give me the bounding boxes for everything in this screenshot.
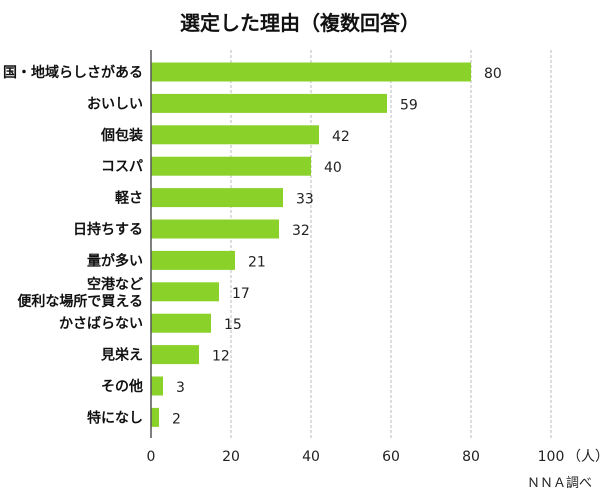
bar <box>151 62 471 82</box>
category-label-line: 国・地域らしさがある <box>3 64 143 81</box>
bar-value-label: 33 <box>296 192 314 208</box>
category-label: かさばらない <box>59 316 143 332</box>
category-label-line: 空港など <box>87 276 143 293</box>
bar-value-label: 80 <box>484 66 502 82</box>
category-label: 国・地域らしさがある <box>3 64 143 81</box>
bar <box>151 188 283 208</box>
category-label: 軽さ <box>115 190 143 207</box>
category-label-line: その他 <box>101 378 143 395</box>
bar <box>151 282 219 302</box>
bar <box>151 407 159 427</box>
bar-value-label: 12 <box>212 349 230 365</box>
category-label: 空港など便利な場所で買える <box>17 276 143 310</box>
category-label-line: 特になし <box>87 409 143 426</box>
bar <box>151 345 199 365</box>
bar-value-label: 59 <box>400 97 418 113</box>
bar <box>151 376 163 396</box>
x-tick-label: 100 <box>538 449 565 465</box>
x-tick-label: 20 <box>222 449 240 465</box>
bar-value-label: 40 <box>324 160 342 176</box>
bar-value-label: 17 <box>232 286 250 302</box>
chart-title: 選定した理由（複数回答） <box>180 11 420 35</box>
category-label-line: コスパ <box>101 159 143 175</box>
category-label-line: 見栄え <box>100 347 143 364</box>
x-unit-label: （人） <box>567 449 600 465</box>
category-label: 特になし <box>87 409 143 426</box>
bar <box>151 156 311 176</box>
bar <box>151 125 319 145</box>
category-label-line: 軽さ <box>115 190 143 207</box>
category-label-line: おいしい <box>87 96 143 112</box>
category-label: 見栄え <box>100 347 143 364</box>
category-label: コスパ <box>101 159 143 175</box>
x-tick-label: 0 <box>147 449 156 465</box>
bar-value-label: 15 <box>224 317 242 333</box>
bar-value-label: 2 <box>172 411 181 427</box>
bar-value-label: 3 <box>176 380 185 396</box>
category-label-line: 個包装 <box>100 127 144 144</box>
category-label: 個包装 <box>100 127 144 144</box>
category-label: 日持ちする <box>73 221 143 238</box>
category-label-line: 量が多い <box>87 252 143 269</box>
category-label-line: 日持ちする <box>73 221 143 238</box>
bar <box>151 93 387 113</box>
category-label: 量が多い <box>87 252 143 269</box>
x-tick-label: 60 <box>382 449 400 465</box>
category-label-line: 便利な場所で買える <box>17 293 143 310</box>
bar-value-label: 32 <box>292 223 310 239</box>
category-label: その他 <box>101 378 143 395</box>
bar <box>151 250 235 270</box>
bar <box>151 313 211 333</box>
x-tick-label: 40 <box>302 449 320 465</box>
source-note: ＮＮＡ調べ <box>527 476 592 491</box>
bar <box>151 219 279 239</box>
bar-value-label: 21 <box>248 254 266 270</box>
category-label-line: かさばらない <box>59 316 143 332</box>
x-tick-label: 80 <box>462 449 480 465</box>
category-label: おいしい <box>87 96 143 112</box>
bar-value-label: 42 <box>332 129 350 145</box>
